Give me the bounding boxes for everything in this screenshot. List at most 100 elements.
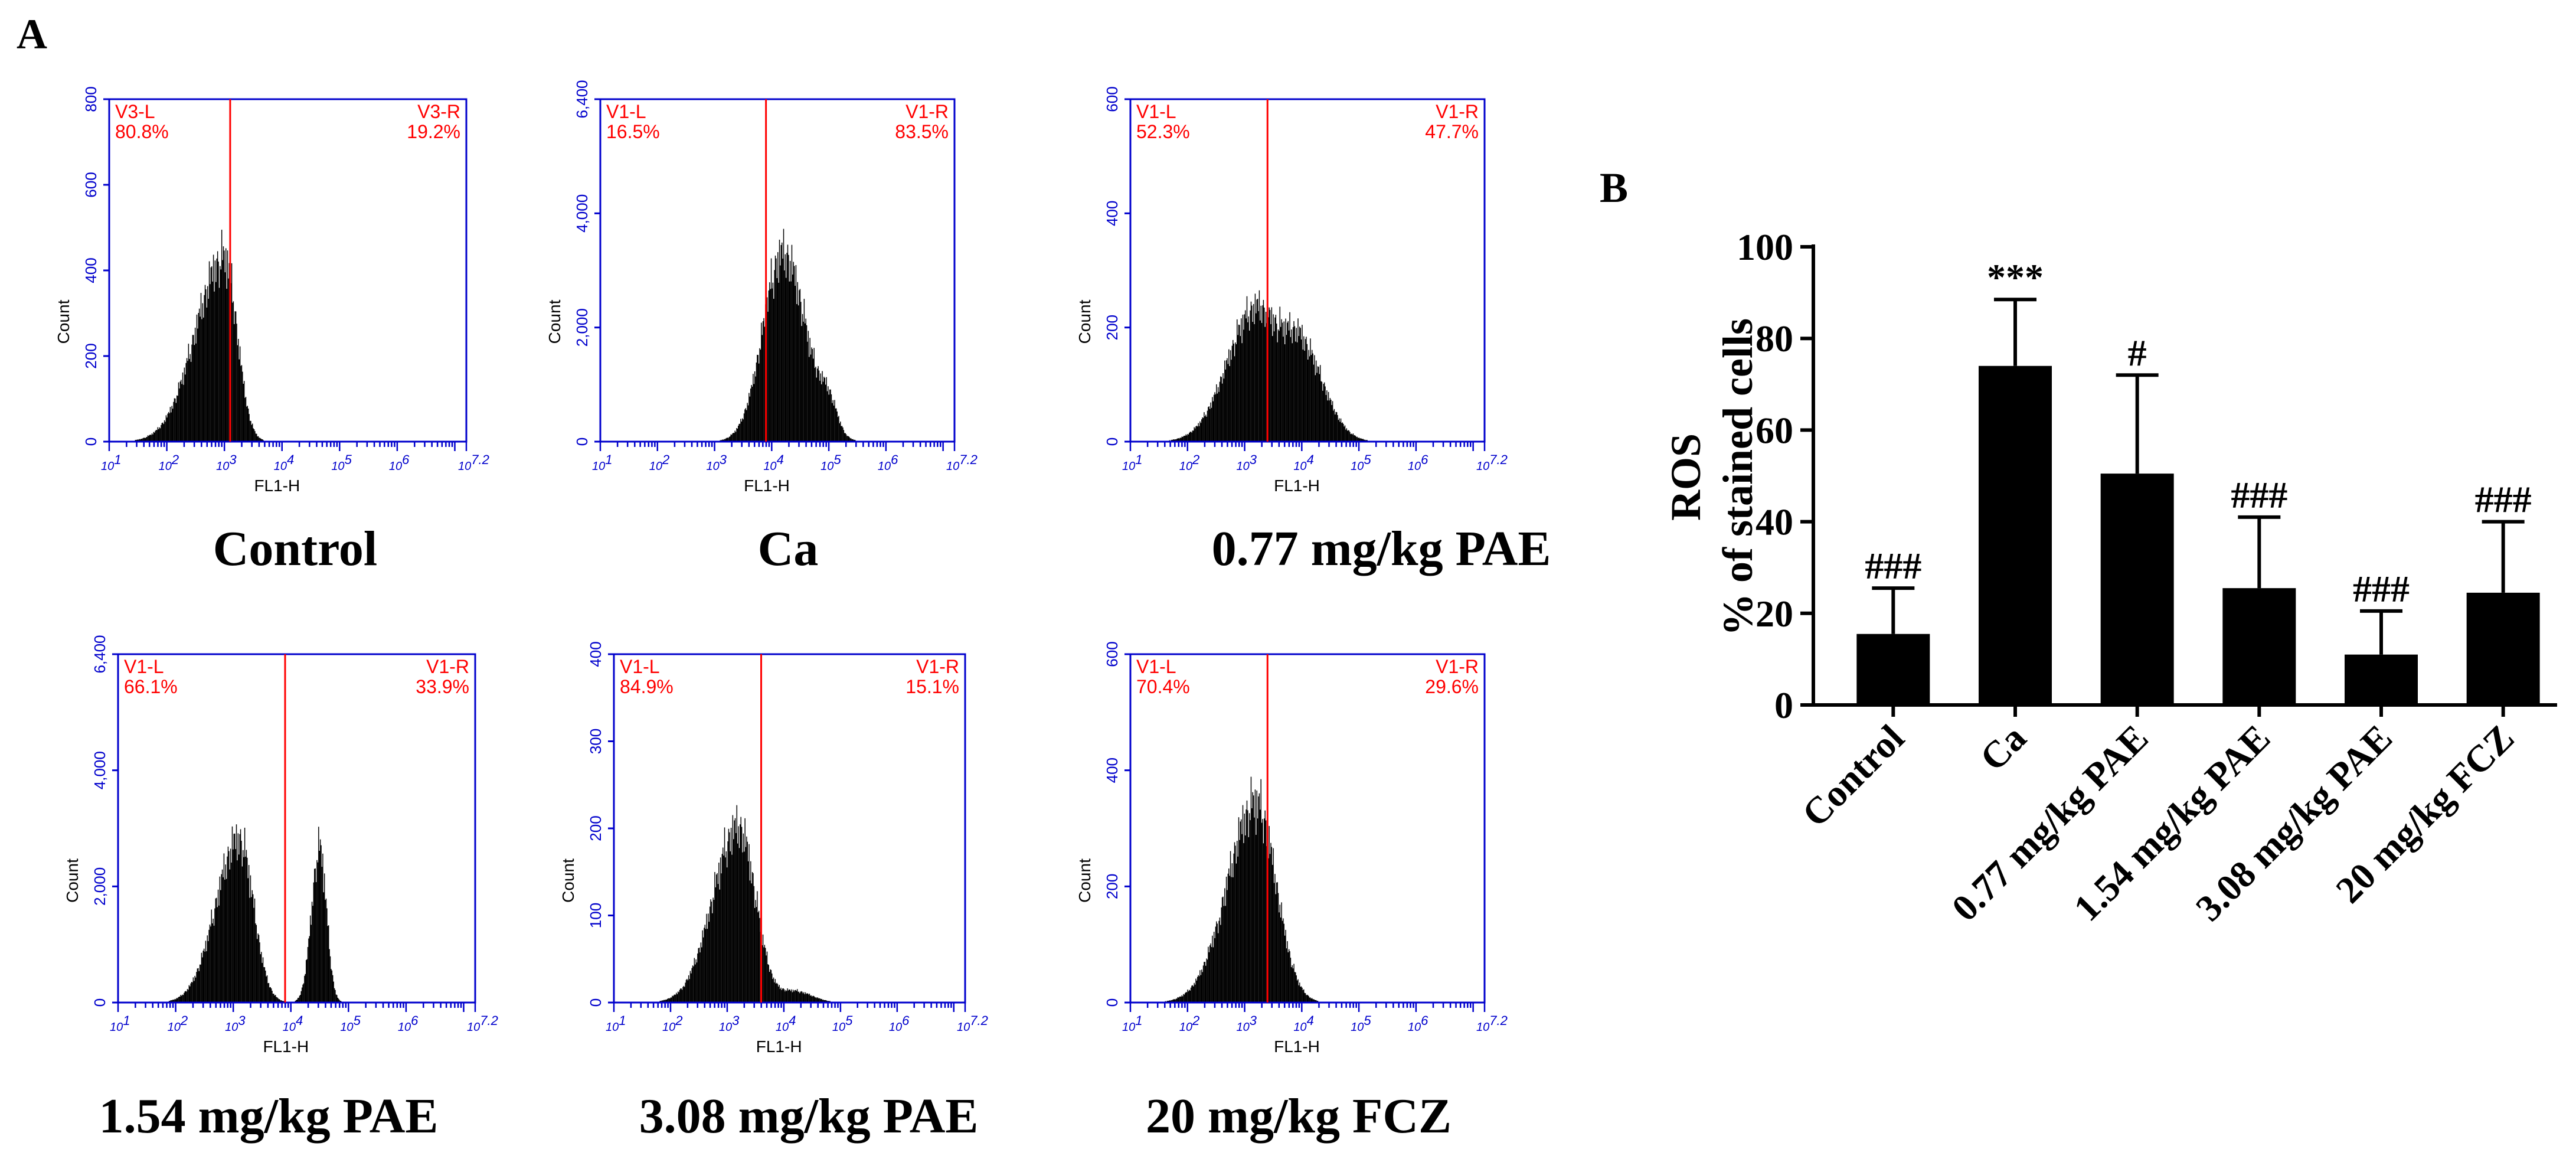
histogram-bin [1214,938,1215,1003]
histogram-bin [733,433,734,442]
histogram-bin [770,969,772,1003]
histogram-bin [215,282,217,442]
histogram-bin [1183,436,1184,442]
histogram-bin [833,405,835,442]
y-axis-label: Count [545,299,564,344]
histogram-bin [1183,994,1184,1003]
histogram-bin [669,998,671,1003]
histogram-bin [162,422,164,442]
y-tick-label: 600 [1103,86,1121,112]
histogram-bin [171,1000,172,1003]
histogram-bin [149,435,151,442]
histogram-bin [236,324,237,442]
x-tick-label: 103 [707,452,727,473]
histogram-bin [1261,322,1263,442]
x-tick-label: 102 [662,1013,683,1034]
histogram-bin [1307,359,1309,442]
histogram-bin [740,817,741,1003]
histogram-bin [263,967,264,1003]
histogram-bin [197,968,198,1003]
histogram-bin [806,993,808,1003]
histogram-bin [846,436,848,442]
histogram-bin [280,1000,282,1003]
histogram-bin [332,975,334,1003]
histogram-bin [242,371,243,442]
histogram-bin [1264,327,1266,442]
x-tick-label: 101 [1122,452,1143,473]
histogram-bin [1307,995,1309,1003]
histogram-bin [1178,438,1179,442]
significance-annotation: ### [2353,568,2410,610]
histogram-bin [730,434,731,442]
histogram-bin [756,363,757,442]
histogram-bin [674,994,675,1003]
histogram-bin [823,1000,825,1003]
histogram-bin [1222,896,1224,1003]
histogram-bin [782,988,783,1003]
histogram-bin [665,999,666,1003]
histogram-bin [1199,970,1201,1003]
histogram-bin [190,983,191,1003]
histogram-bin [1224,888,1225,1003]
histogram-bin [231,263,233,442]
histogram-bin [169,407,171,442]
histogram-bin [277,998,279,1003]
histogram-bin [1225,876,1227,1003]
histogram-bin [1234,356,1235,442]
histogram-bin [764,948,766,1003]
histogram-bin [179,996,181,1003]
histogram-bin [270,988,272,1003]
histogram-bin [787,244,789,442]
histogram-bin [208,929,210,1003]
histogram-bin [1233,853,1234,1003]
histogram-bin [787,990,789,1003]
y-tick-label: 2,000 [573,308,591,347]
histogram-bin [789,281,790,442]
histogram-bin [810,354,812,442]
histogram-bin [1220,925,1221,1003]
histogram-bin [800,302,802,442]
histogram-bin [1286,335,1287,442]
histogram-bin [685,980,687,1003]
histogram-bin [326,908,328,1003]
histogram-bin [1281,319,1282,442]
x-tick-label: 103 [719,1013,740,1034]
histogram-bin [807,341,808,442]
histogram-bin [246,850,247,1003]
histogram-bin [238,359,240,442]
x-tick-label: 101 [592,452,613,473]
plot-frame [599,98,956,443]
histogram-bin [1197,426,1198,442]
histogram-bin [743,833,744,1003]
x-tick-label: 102 [649,452,670,473]
histogram-bin [1277,329,1279,442]
histogram-bin [818,998,819,1003]
histogram-bin [1172,1000,1173,1003]
histogram-bin [661,1000,662,1003]
histogram-bin [1230,851,1231,1003]
histogram-panel: 0 100 200 300 400 101 102 103 104 105 106 107.2 FL1-… [559,641,988,1144]
x-tick-label: 105 [1351,452,1371,473]
histogram-bin [1229,876,1230,1003]
x-tick-label: 104 [274,452,295,473]
histogram-bin [247,409,249,442]
histogram-bin [1289,951,1290,1003]
y-tick-label: 80 [1756,318,1793,360]
gate-left-name: V1-L [1136,101,1176,122]
y-tick-label: 200 [82,343,100,368]
histogram-bin [1295,972,1296,1003]
histogram-bin [727,841,728,1003]
histogram-bin [1247,810,1248,1003]
histogram-bin [136,439,138,442]
gate-right-percent: 29.6% [1425,676,1479,697]
histogram-bin [1184,994,1185,1003]
histogram-bin [198,308,200,442]
histogram-bin [1285,318,1286,442]
histogram-bin [211,909,213,1003]
x-tick-label: 101 [110,1013,130,1034]
histogram-bin [1211,407,1212,442]
histogram-bin [786,253,787,442]
histogram-bin [1248,813,1250,1003]
histogram-bin [1260,305,1261,442]
histogram-bin [1248,316,1249,442]
